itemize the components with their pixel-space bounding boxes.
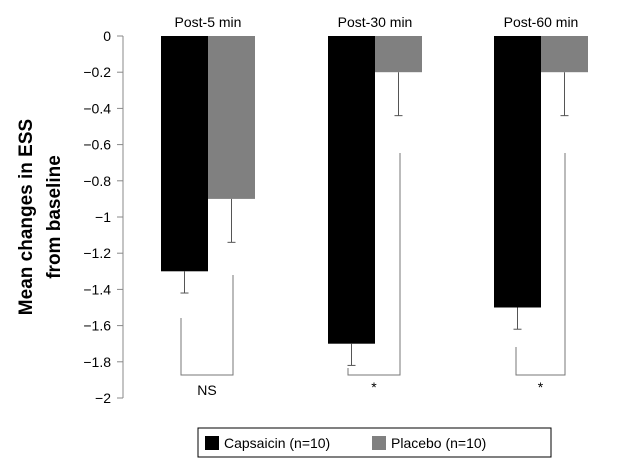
bars — [161, 36, 588, 366]
significance-bracket — [347, 153, 401, 376]
bar-placebo-1 — [208, 36, 255, 199]
y-tick-label: −0.2 — [83, 64, 111, 80]
y-tick-label: −1.6 — [83, 318, 111, 334]
significance-bracket — [515, 153, 566, 376]
legend-swatch-placebo — [372, 436, 386, 450]
y-tick-label: −0.8 — [83, 173, 111, 189]
significance-label: * — [538, 379, 544, 395]
significance-label: NS — [197, 382, 216, 398]
category-label: Post-5 min — [175, 14, 242, 30]
bar-placebo-2 — [375, 36, 422, 73]
y-tick-label: −1.8 — [83, 354, 111, 370]
bar-placebo-3 — [541, 36, 588, 73]
category-labels: Post-5 min Post-30 min Post-60 min — [175, 14, 579, 30]
y-axis-title-line-1: Mean changes in ESS — [16, 119, 37, 315]
y-tick-label: −1.2 — [83, 245, 111, 261]
legend-label-capsaicin: Capsaicin (n=10) — [224, 435, 330, 451]
y-ticks: 0 −0.2 −0.4 −0.6 −0.8 −1 −1.2 −1.4 −1.6 −1.8 −2 — [83, 28, 123, 406]
legend-label-placebo: Placebo (n=10) — [391, 435, 486, 451]
significance-bracket — [180, 275, 234, 376]
y-tick-label: −1 — [95, 209, 111, 225]
y-axis-title-line-2: from baseline — [44, 155, 65, 279]
legend: Capsaicin (n=10) Placebo (n=10) — [197, 427, 552, 458]
y-tick-label: −0.6 — [83, 137, 111, 153]
y-tick-label: −1.4 — [83, 281, 111, 297]
y-tick-label: 0 — [103, 28, 111, 44]
y-axis-title: Mean changes in ESS from baseline — [16, 119, 65, 315]
significance-label: * — [371, 379, 377, 395]
bar-capsaicin-2 — [328, 36, 375, 344]
y-tick-label: −2 — [95, 390, 111, 406]
category-label: Post-30 min — [338, 14, 413, 30]
bar-capsaicin-1 — [161, 36, 208, 272]
legend-swatch-capsaicin — [205, 436, 219, 450]
bar-capsaicin-3 — [494, 36, 541, 308]
y-tick-label: −0.4 — [83, 100, 111, 116]
category-label: Post-60 min — [504, 14, 579, 30]
significance-markers: NS * * — [180, 153, 566, 398]
